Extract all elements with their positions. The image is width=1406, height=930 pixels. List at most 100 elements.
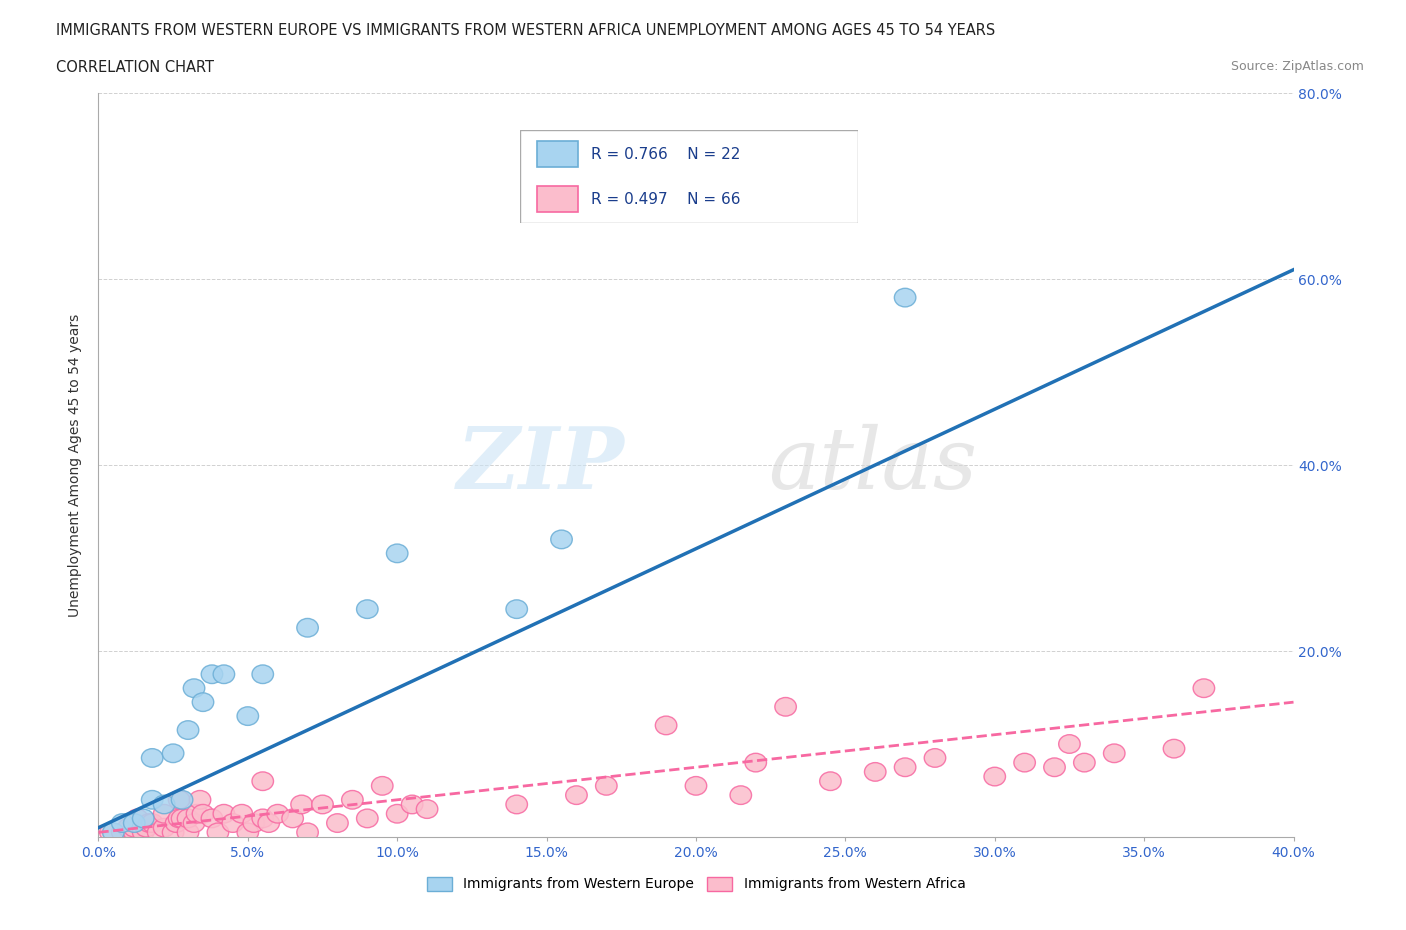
Ellipse shape	[655, 716, 676, 735]
Ellipse shape	[190, 790, 211, 809]
Ellipse shape	[142, 749, 163, 767]
Ellipse shape	[291, 795, 312, 814]
Ellipse shape	[416, 800, 437, 818]
Text: IMMIGRANTS FROM WESTERN EUROPE VS IMMIGRANTS FROM WESTERN AFRICA UNEMPLOYMENT AM: IMMIGRANTS FROM WESTERN EUROPE VS IMMIGR…	[56, 23, 995, 38]
Ellipse shape	[177, 809, 198, 828]
Ellipse shape	[596, 777, 617, 795]
Ellipse shape	[153, 818, 174, 837]
Ellipse shape	[1074, 753, 1095, 772]
Ellipse shape	[775, 698, 796, 716]
Ellipse shape	[1059, 735, 1080, 753]
Ellipse shape	[820, 772, 841, 790]
Ellipse shape	[894, 758, 915, 777]
Ellipse shape	[132, 809, 155, 828]
Ellipse shape	[153, 804, 174, 823]
Ellipse shape	[207, 823, 229, 842]
Ellipse shape	[201, 665, 222, 684]
Ellipse shape	[214, 665, 235, 684]
Bar	[537, 186, 578, 212]
Ellipse shape	[177, 823, 198, 842]
Ellipse shape	[387, 804, 408, 823]
Ellipse shape	[685, 777, 707, 795]
Ellipse shape	[565, 786, 588, 804]
Ellipse shape	[401, 795, 423, 814]
Ellipse shape	[326, 814, 349, 832]
Ellipse shape	[252, 809, 274, 828]
Ellipse shape	[357, 600, 378, 618]
Ellipse shape	[124, 814, 145, 832]
Ellipse shape	[984, 767, 1005, 786]
Ellipse shape	[745, 753, 766, 772]
Ellipse shape	[201, 809, 222, 828]
Text: ZIP: ZIP	[457, 423, 624, 507]
Ellipse shape	[238, 823, 259, 842]
Ellipse shape	[138, 814, 160, 832]
Ellipse shape	[252, 665, 274, 684]
Ellipse shape	[148, 823, 169, 842]
Ellipse shape	[100, 823, 121, 842]
Ellipse shape	[297, 618, 318, 637]
Ellipse shape	[1163, 739, 1185, 758]
Ellipse shape	[111, 823, 134, 842]
Ellipse shape	[387, 544, 408, 563]
Ellipse shape	[312, 795, 333, 814]
Text: R = 0.497    N = 66: R = 0.497 N = 66	[591, 192, 741, 206]
Ellipse shape	[111, 814, 134, 832]
Ellipse shape	[169, 809, 190, 828]
Ellipse shape	[297, 823, 318, 842]
Text: CORRELATION CHART: CORRELATION CHART	[56, 60, 214, 75]
Ellipse shape	[124, 818, 145, 837]
Ellipse shape	[1043, 758, 1066, 777]
Ellipse shape	[186, 804, 208, 823]
Ellipse shape	[132, 823, 155, 842]
Ellipse shape	[183, 679, 205, 698]
Ellipse shape	[924, 749, 946, 767]
Ellipse shape	[172, 809, 193, 828]
Ellipse shape	[183, 814, 205, 832]
Ellipse shape	[172, 790, 193, 809]
Ellipse shape	[124, 823, 145, 842]
Ellipse shape	[357, 809, 378, 828]
Ellipse shape	[238, 707, 259, 725]
Ellipse shape	[371, 777, 394, 795]
Ellipse shape	[214, 804, 235, 823]
Ellipse shape	[222, 814, 243, 832]
Ellipse shape	[193, 804, 214, 823]
Ellipse shape	[252, 772, 274, 790]
Text: atlas: atlas	[768, 424, 977, 506]
Ellipse shape	[231, 804, 253, 823]
Ellipse shape	[153, 795, 174, 814]
Ellipse shape	[127, 809, 148, 828]
Y-axis label: Unemployment Among Ages 45 to 54 years: Unemployment Among Ages 45 to 54 years	[69, 313, 83, 617]
Ellipse shape	[103, 823, 124, 842]
Ellipse shape	[1104, 744, 1125, 763]
Ellipse shape	[162, 823, 184, 842]
Ellipse shape	[166, 814, 187, 832]
Ellipse shape	[142, 814, 163, 832]
Ellipse shape	[193, 693, 214, 711]
Ellipse shape	[1194, 679, 1215, 698]
Ellipse shape	[865, 763, 886, 781]
Ellipse shape	[169, 790, 190, 809]
Ellipse shape	[894, 288, 915, 307]
Ellipse shape	[281, 809, 304, 828]
Ellipse shape	[267, 804, 288, 823]
Ellipse shape	[243, 814, 264, 832]
Ellipse shape	[1014, 753, 1035, 772]
Ellipse shape	[257, 814, 280, 832]
Text: R = 0.766    N = 22: R = 0.766 N = 22	[591, 147, 741, 162]
Ellipse shape	[162, 744, 184, 763]
Ellipse shape	[730, 786, 752, 804]
Ellipse shape	[342, 790, 363, 809]
Ellipse shape	[135, 818, 157, 837]
Bar	[537, 141, 578, 167]
Ellipse shape	[506, 600, 527, 618]
Ellipse shape	[506, 795, 527, 814]
Text: Source: ZipAtlas.com: Source: ZipAtlas.com	[1230, 60, 1364, 73]
Ellipse shape	[551, 530, 572, 549]
Ellipse shape	[142, 790, 163, 809]
Ellipse shape	[118, 818, 139, 837]
Legend: Immigrants from Western Europe, Immigrants from Western Africa: Immigrants from Western Europe, Immigran…	[420, 871, 972, 897]
Ellipse shape	[177, 721, 198, 739]
FancyBboxPatch shape	[520, 130, 858, 223]
